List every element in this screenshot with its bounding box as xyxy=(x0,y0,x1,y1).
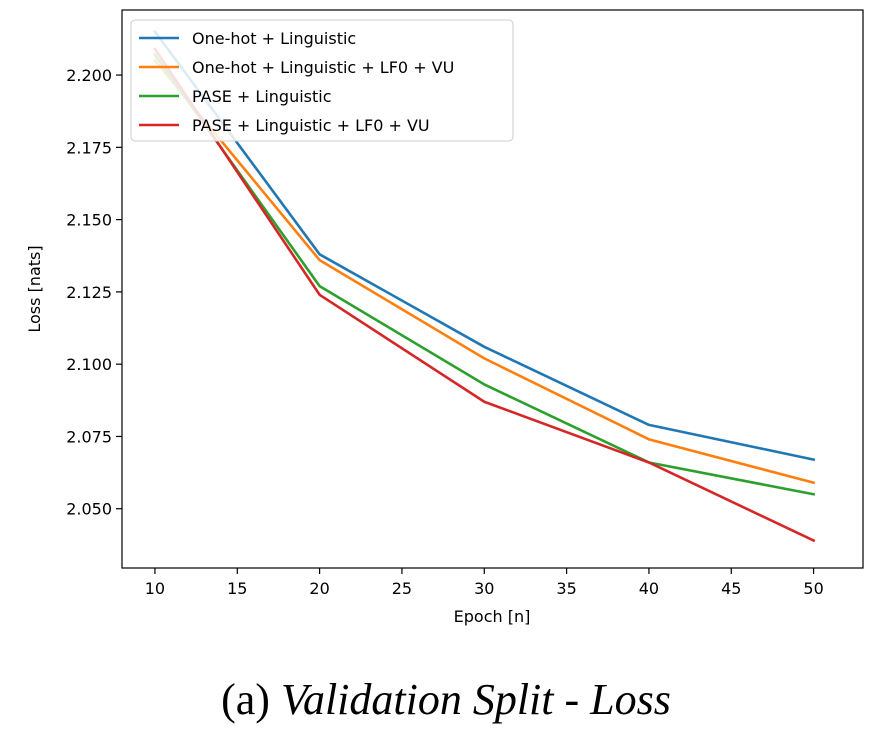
y-tick-label: 2.200 xyxy=(66,66,112,85)
legend-label-1: One-hot + Linguistic xyxy=(192,29,356,48)
x-tick-label: 50 xyxy=(803,579,823,598)
x-tick-label: 15 xyxy=(227,579,247,598)
x-tick-label: 25 xyxy=(392,579,412,598)
y-tick-label: 2.175 xyxy=(66,138,112,157)
legend: One-hot + Linguistic One-hot + Linguistic… xyxy=(130,19,514,142)
y-tick-label: 2.100 xyxy=(66,355,112,374)
x-axis-label: Epoch [n] xyxy=(454,607,531,626)
legend-label-2: One-hot + Linguistic + LF0 + VU xyxy=(192,58,454,77)
series-line-3 xyxy=(153,52,816,496)
y-tick-label: 2.125 xyxy=(66,283,112,302)
y-tick-label: 2.050 xyxy=(66,500,112,519)
y-axis-label: Loss [nats] xyxy=(25,245,44,332)
series-line-2 xyxy=(153,58,816,485)
x-tick-label: 10 xyxy=(145,579,165,598)
series-group xyxy=(153,29,816,543)
x-tick-label: 45 xyxy=(721,579,741,598)
x-tick-label: 35 xyxy=(556,579,576,598)
legend-box xyxy=(130,19,514,142)
caption-prefix: (a) xyxy=(221,675,281,724)
legend-label-3: PASE + Linguistic xyxy=(192,87,332,106)
series-line-1 xyxy=(153,29,816,462)
loss-chart: 10 15 20 25 30 35 40 45 50 2.0502.0752.1002.1252… xyxy=(25,9,864,626)
y-tick-label: 2.075 xyxy=(66,427,112,446)
x-ticks: 10 15 20 25 30 35 40 45 50 xyxy=(145,568,824,598)
legend-label-4: PASE + Linguistic + LF0 + VU xyxy=(192,116,430,135)
x-tick-label: 30 xyxy=(474,579,494,598)
x-tick-label: 20 xyxy=(309,579,329,598)
plot-frame xyxy=(121,9,864,569)
y-tick-label: 2.150 xyxy=(66,211,112,230)
figure-caption: (a) Validation Split - Loss xyxy=(0,674,892,725)
x-tick-label: 40 xyxy=(639,579,659,598)
y-ticks: 2.050 2.075 2.100 2.125 2.150 2.175 2.200 xyxy=(66,66,122,519)
caption-title: Validation Split - Loss xyxy=(280,675,671,724)
series-line-4 xyxy=(153,47,816,543)
